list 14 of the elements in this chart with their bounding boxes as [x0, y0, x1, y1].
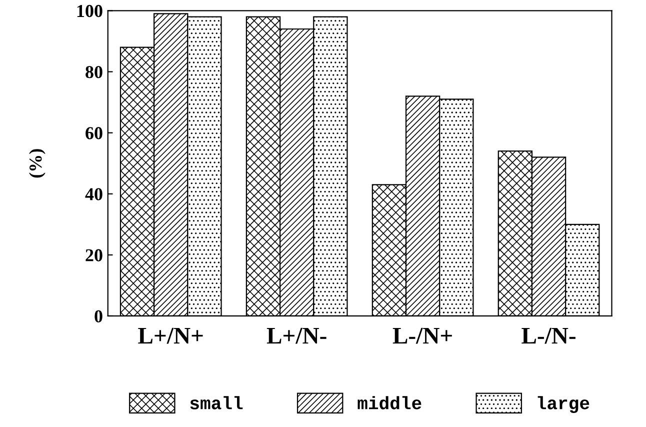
y-tick-label: 0 [94, 310, 102, 322]
x-tick-label: L+/N- [266, 328, 326, 344]
y-tick-label: 40 [85, 188, 102, 200]
y-tick-label: 60 [86, 127, 102, 140]
y-tick-label: 100 [77, 4, 102, 18]
y-tick-label: 80 [86, 66, 102, 78]
legend-label: large [538, 396, 590, 414]
x-tick-label: L-/N- [522, 328, 576, 344]
y-tick-label: 20 [86, 249, 102, 262]
x-tick-label: L+/N+ [138, 328, 203, 344]
legend-label: middle [358, 396, 422, 410]
y-axis-title: (%) [29, 149, 46, 178]
x-tick-label: L-/N+ [392, 328, 452, 344]
legend-label: small [190, 396, 243, 410]
